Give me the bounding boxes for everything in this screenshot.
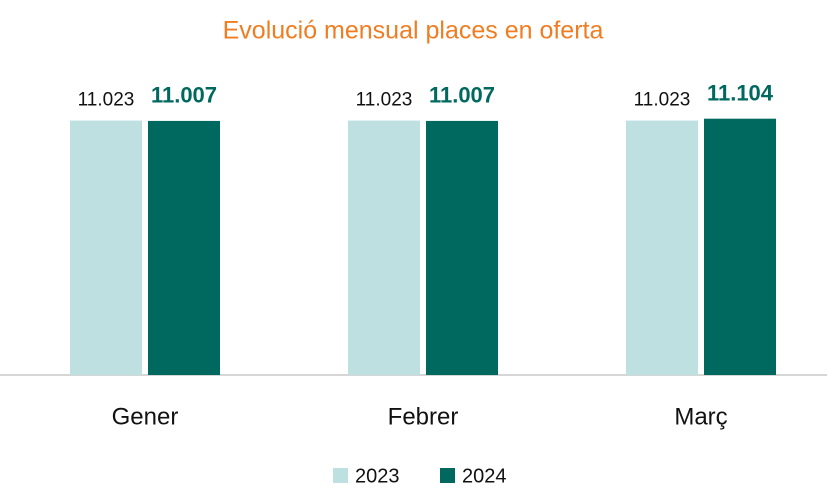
bar <box>148 120 220 375</box>
data-label: 11.007 <box>151 83 217 108</box>
x-tick-label: Gener <box>112 403 179 430</box>
data-label: 11.023 <box>634 90 691 111</box>
data-label: 11.023 <box>356 90 413 111</box>
legend-swatch <box>333 468 348 483</box>
legend-label: 2024 <box>462 465 507 487</box>
data-label: 11.104 <box>707 80 774 105</box>
bar <box>704 118 776 375</box>
legend-label: 2023 <box>355 465 400 487</box>
bar <box>626 120 698 375</box>
x-tick-label: Febrer <box>388 403 459 430</box>
chart-title: Evolució mensual places en oferta <box>223 17 604 45</box>
data-label: 11.007 <box>429 83 495 108</box>
legend-swatch <box>440 468 455 483</box>
bar <box>348 120 420 375</box>
bar <box>426 120 498 375</box>
data-label: 11.023 <box>78 90 135 111</box>
x-tick-label: Març <box>674 403 727 430</box>
bar <box>70 120 142 375</box>
